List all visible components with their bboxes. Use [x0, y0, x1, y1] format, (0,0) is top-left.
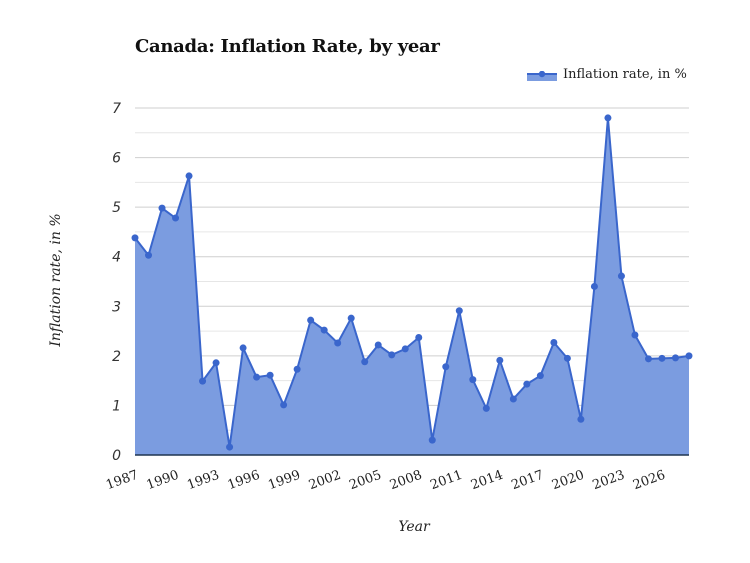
- data-point: [536, 372, 544, 380]
- data-point: [550, 338, 558, 346]
- data-point: [199, 377, 207, 385]
- data-point: [320, 326, 328, 334]
- y-tick-label: 7: [112, 101, 121, 117]
- data-point: [415, 334, 423, 342]
- x-tick-label: 2023: [591, 468, 627, 493]
- x-tick-label: 2026: [631, 468, 667, 493]
- data-point: [131, 234, 139, 242]
- y-tick-label: 0: [112, 448, 121, 464]
- data-point: [172, 214, 180, 222]
- x-axis-ticks: 1987 1990 1993 1996 1999 2002 2005 2008 2011 2014…: [104, 468, 667, 493]
- data-point: [253, 373, 261, 381]
- y-tick-label: 6: [112, 151, 121, 167]
- x-tick-label: 2014: [469, 468, 505, 493]
- data-point: [482, 404, 490, 412]
- data-point: [469, 376, 477, 384]
- data-point: [266, 371, 274, 379]
- data-point: [293, 365, 301, 373]
- data-point: [590, 282, 598, 290]
- data-point: [442, 363, 450, 371]
- data-point: [374, 341, 382, 349]
- y-tick-label: 4: [112, 250, 121, 266]
- data-point: [158, 204, 166, 212]
- data-point: [658, 354, 666, 362]
- x-tick-label: 2008: [388, 468, 424, 493]
- data-point: [212, 359, 220, 367]
- legend-swatch-icon: [527, 70, 557, 81]
- data-point: [388, 351, 396, 359]
- x-tick-label: 1990: [145, 468, 181, 493]
- y-tick-label: 3: [112, 299, 121, 315]
- data-point: [523, 380, 531, 388]
- x-tick-label: 2017: [510, 468, 546, 493]
- y-axis-ticks: 0 1 2 3 4 5 6 7: [112, 101, 121, 464]
- data-point: [280, 401, 288, 409]
- data-point: [631, 331, 639, 339]
- x-tick-label: 1996: [226, 468, 262, 493]
- data-point: [604, 114, 612, 122]
- legend: Inflation rate, in %: [527, 67, 687, 82]
- data-area: [131, 114, 693, 456]
- data-point: [347, 314, 355, 322]
- data-point: [307, 316, 315, 324]
- x-tick-label: 2011: [428, 468, 464, 493]
- x-tick-label: 2005: [347, 468, 383, 493]
- data-point: [428, 436, 436, 444]
- data-point: [617, 272, 625, 280]
- data-point: [455, 307, 463, 315]
- data-point: [644, 355, 652, 363]
- x-tick-label: 2002: [307, 468, 343, 493]
- data-point: [563, 354, 571, 362]
- chart-title: Canada: Inflation Rate, by year: [135, 36, 440, 57]
- data-point: [509, 395, 517, 403]
- x-tick-label: 1993: [185, 468, 221, 493]
- legend-label: Inflation rate, in %: [563, 67, 687, 82]
- data-point: [334, 339, 342, 347]
- x-axis-label: Year: [398, 519, 430, 535]
- x-tick-label: 1987: [104, 468, 140, 493]
- data-point: [239, 344, 247, 352]
- data-point: [361, 358, 369, 366]
- data-point: [496, 356, 504, 364]
- y-tick-label: 5: [112, 200, 121, 216]
- data-point: [401, 345, 409, 353]
- y-tick-label: 2: [112, 349, 121, 365]
- y-tick-label: 1: [112, 398, 121, 414]
- x-tick-label: 1999: [266, 468, 302, 493]
- x-tick-label: 2020: [550, 468, 586, 493]
- data-point: [685, 352, 693, 360]
- y-axis-label: Inflation rate, in %: [48, 213, 64, 347]
- data-point: [145, 251, 153, 259]
- data-point: [185, 172, 193, 180]
- data-point: [671, 354, 679, 362]
- data-point: [226, 443, 234, 451]
- data-point: [577, 415, 585, 423]
